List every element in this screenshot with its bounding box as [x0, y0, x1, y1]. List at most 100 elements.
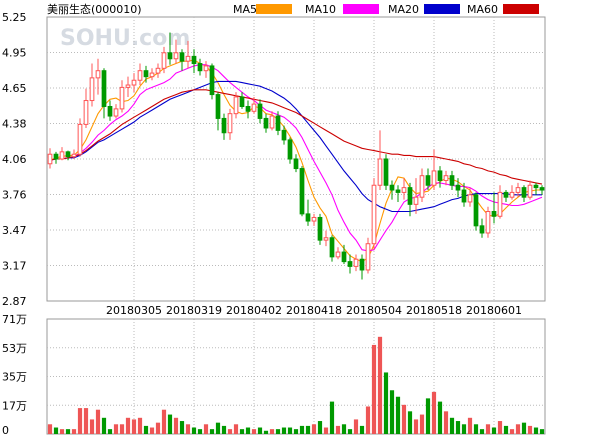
volume-bar	[185, 424, 191, 434]
volume-tick-label: 71万	[2, 313, 27, 326]
candle-down	[53, 153, 59, 160]
candle-up	[131, 79, 137, 86]
volume-bar	[65, 429, 71, 434]
ma-line-ma20	[49, 80, 542, 213]
legend-swatch-ma20	[424, 4, 460, 14]
volume-axis: 71万 53万 35万 17万 0	[2, 313, 27, 437]
volume-bar	[383, 372, 389, 434]
date-tick-label: 20180402	[226, 304, 282, 317]
candle-down	[245, 105, 251, 112]
candle-up	[269, 115, 275, 129]
volume-bar	[479, 429, 485, 434]
candle-up	[185, 55, 191, 62]
volume-bar	[221, 425, 227, 434]
candle-down	[359, 258, 365, 271]
candle-up	[371, 184, 377, 245]
date-axis: 20180305 20180319 20180402 20180418 20180504…	[106, 304, 522, 317]
candle-up	[161, 52, 167, 69]
candle-up	[497, 191, 503, 217]
volume-bar	[365, 406, 371, 434]
candle-up	[125, 84, 131, 88]
volume-tick-label: 17万	[2, 399, 27, 412]
candle-down	[107, 105, 113, 117]
volume-bar	[239, 429, 245, 434]
candle-down	[503, 191, 509, 198]
price-tick-label: 4.06	[2, 153, 27, 166]
candle-up	[485, 211, 491, 234]
volume-bar	[197, 429, 203, 434]
volume-tick-label: 53万	[2, 342, 27, 355]
candle-down	[287, 139, 293, 160]
candle-up	[365, 243, 371, 271]
legend-label-ma5: MA5	[233, 3, 257, 16]
candle-up	[83, 100, 89, 125]
volume-bar	[443, 411, 449, 434]
volume-bar	[305, 425, 311, 434]
volume-bar	[455, 421, 461, 434]
candle-down	[167, 52, 173, 60]
volume-bar	[413, 419, 419, 434]
volume-bar	[467, 417, 473, 434]
candle-up	[173, 52, 179, 60]
volume-bar	[191, 427, 197, 434]
candle-down	[221, 117, 227, 134]
candle-up	[59, 151, 65, 160]
candle-up	[95, 70, 101, 79]
candle-down	[395, 189, 401, 193]
volume-bar	[353, 419, 359, 434]
price-tick-label: 2.87	[2, 295, 27, 308]
volume-bar	[437, 401, 443, 434]
volume-bar	[527, 425, 533, 434]
candle-up	[89, 77, 95, 102]
candle-down	[275, 115, 281, 131]
candle-up	[203, 65, 209, 72]
candle-up	[47, 153, 53, 165]
candle-down	[407, 187, 413, 205]
volume-bar	[215, 422, 221, 434]
volume-bar	[425, 398, 431, 434]
candle-down	[293, 158, 299, 170]
volume-bar	[113, 424, 119, 434]
ma-line-ma5	[49, 59, 542, 263]
price-tick-label: 4.38	[2, 118, 27, 131]
volume-bar	[71, 429, 77, 434]
date-tick-label: 20180518	[406, 304, 462, 317]
volume-bar	[107, 429, 113, 434]
volume-bar	[209, 429, 215, 434]
candle-up	[119, 86, 125, 110]
watermark: SOHU.com	[60, 26, 190, 51]
volume-tick-label: 0	[2, 424, 9, 437]
volume-bar	[83, 408, 89, 434]
volume-bar	[401, 404, 407, 434]
candle-up	[515, 187, 521, 193]
volume-bar	[335, 425, 341, 434]
volume-bar	[281, 427, 287, 434]
volume-bar	[155, 422, 161, 434]
volume-bar	[323, 427, 329, 434]
volume-bar	[263, 430, 269, 434]
candle-up	[431, 170, 437, 186]
volume-bar	[167, 414, 173, 434]
candle-up	[149, 72, 155, 78]
candle-up	[509, 191, 515, 198]
candle-down	[215, 94, 221, 119]
candle-up	[71, 153, 77, 158]
candle-down	[65, 151, 71, 158]
volume-bar	[533, 427, 539, 434]
volume-bar	[101, 417, 107, 434]
volume-bar	[89, 419, 95, 434]
volume-bar	[407, 411, 413, 434]
candle-down	[533, 184, 539, 189]
candle-up	[77, 123, 83, 155]
candle-down	[257, 103, 263, 119]
candle-down	[239, 96, 245, 107]
date-tick-label: 20180305	[106, 304, 162, 317]
candle-up	[401, 187, 407, 193]
volume-bar	[203, 424, 209, 434]
volume-bar	[269, 429, 275, 434]
volume-bar	[347, 429, 353, 434]
price-tick-label: 3.17	[2, 260, 27, 273]
candle-down	[491, 211, 497, 217]
volume-bar	[257, 427, 263, 434]
